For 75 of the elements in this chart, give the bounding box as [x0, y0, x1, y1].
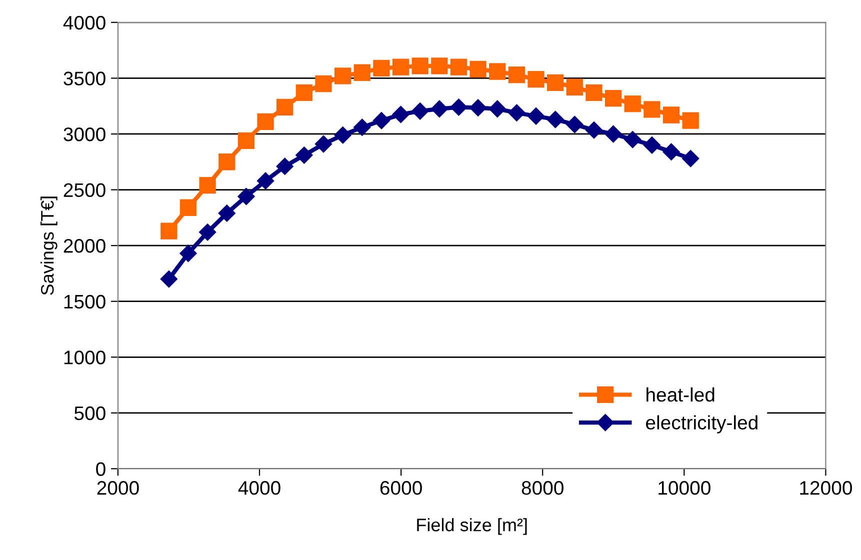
point	[662, 143, 680, 160]
point	[373, 60, 390, 76]
legend-label: heat-led	[646, 387, 714, 402]
point	[682, 112, 699, 129]
point	[586, 84, 602, 102]
y-tick-label: 2500	[64, 183, 106, 198]
point	[527, 108, 545, 125]
point	[546, 110, 564, 128]
point	[566, 116, 584, 134]
point	[489, 63, 506, 80]
point	[450, 58, 468, 76]
point	[160, 270, 178, 288]
x-tick-label: 2000	[97, 481, 139, 495]
y-tick-label: 3000	[64, 127, 106, 142]
point	[430, 100, 448, 118]
point	[624, 131, 642, 148]
point	[238, 188, 255, 206]
x-axis-title: Field size [m²]	[417, 518, 527, 535]
x-tick-label: 6000	[380, 481, 422, 495]
point	[334, 68, 352, 84]
point	[160, 222, 178, 240]
point	[296, 84, 312, 102]
point	[528, 70, 544, 88]
point	[354, 118, 371, 136]
point	[392, 58, 410, 76]
x-tick-label: 4000	[238, 481, 280, 495]
point	[643, 136, 660, 154]
point	[256, 172, 274, 190]
x-tick-label: 8000	[522, 481, 564, 495]
point	[276, 98, 294, 116]
point	[662, 106, 680, 124]
point	[354, 64, 370, 81]
point	[488, 100, 506, 118]
point	[276, 158, 294, 175]
y-axis-title: Savings [T€]	[40, 196, 58, 295]
point	[218, 154, 236, 170]
point	[199, 224, 216, 241]
point	[372, 112, 390, 130]
point	[199, 176, 216, 194]
point	[180, 199, 197, 216]
point	[624, 96, 641, 112]
y-tick-label: 1000	[64, 350, 106, 364]
point	[604, 90, 622, 107]
point	[431, 58, 448, 74]
y-tick-label: 500	[74, 406, 106, 420]
point	[218, 204, 236, 222]
y-tick-label: 4000	[63, 16, 106, 30]
point	[470, 60, 486, 78]
point	[585, 122, 603, 139]
y-tick-label: 0	[96, 462, 106, 476]
point	[238, 132, 255, 150]
point	[392, 106, 410, 124]
point	[450, 98, 468, 116]
point	[257, 113, 274, 130]
point	[412, 58, 428, 74]
point	[682, 150, 700, 168]
point	[547, 74, 564, 91]
point	[315, 75, 332, 92]
point	[180, 244, 197, 262]
point	[644, 101, 660, 118]
y-tick-label: 2000	[64, 239, 106, 253]
y-tick-label: 3500	[64, 72, 106, 86]
point	[604, 125, 622, 143]
legend-label: electricity-led	[646, 415, 758, 434]
point	[508, 66, 526, 84]
point	[296, 146, 313, 164]
y-tick-label: 1500	[64, 294, 106, 309]
x-tick-label: 10000	[658, 481, 710, 495]
point	[412, 102, 429, 120]
point	[470, 99, 487, 116]
point	[314, 135, 332, 153]
point	[566, 78, 583, 96]
point	[508, 104, 526, 122]
point	[334, 126, 352, 144]
x-tick-label: 12000	[800, 481, 852, 495]
